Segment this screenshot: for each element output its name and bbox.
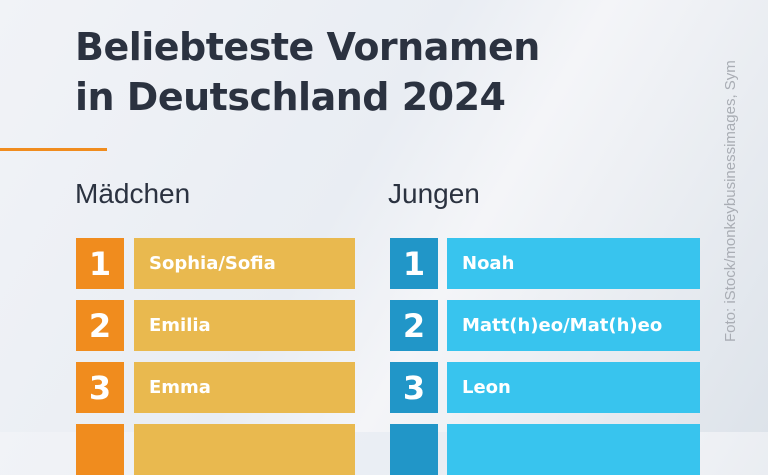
accent-divider — [0, 148, 107, 151]
name-label: Matt(h)eo/Mat(h)eo — [447, 300, 700, 351]
name-label: Sophia/Sofia — [134, 238, 355, 289]
rank-badge: 2 — [76, 300, 124, 351]
boys-heading: Jungen — [388, 178, 480, 209]
name-label: Emma — [134, 362, 355, 413]
rank-badge: 2 — [390, 300, 438, 351]
name-label: Noah — [447, 238, 700, 289]
rank-badge: 3 — [390, 362, 438, 413]
rank-badge: 3 — [76, 362, 124, 413]
title-line-2: in Deutschland 2024 — [75, 75, 506, 119]
title-line-1: Beliebteste Vornamen — [75, 25, 540, 69]
rank-badge: 1 — [390, 238, 438, 289]
girls-heading: Mädchen — [75, 178, 191, 209]
name-label: Leon — [447, 362, 700, 413]
rank-badge: 1 — [76, 238, 124, 289]
page-title: Beliebteste Vornamen in Deutschland 2024 — [75, 22, 540, 122]
name-label: Emilia — [134, 300, 355, 351]
photo-credit: Foto: iStock/monkeybusinessimages, Sym — [722, 60, 739, 342]
